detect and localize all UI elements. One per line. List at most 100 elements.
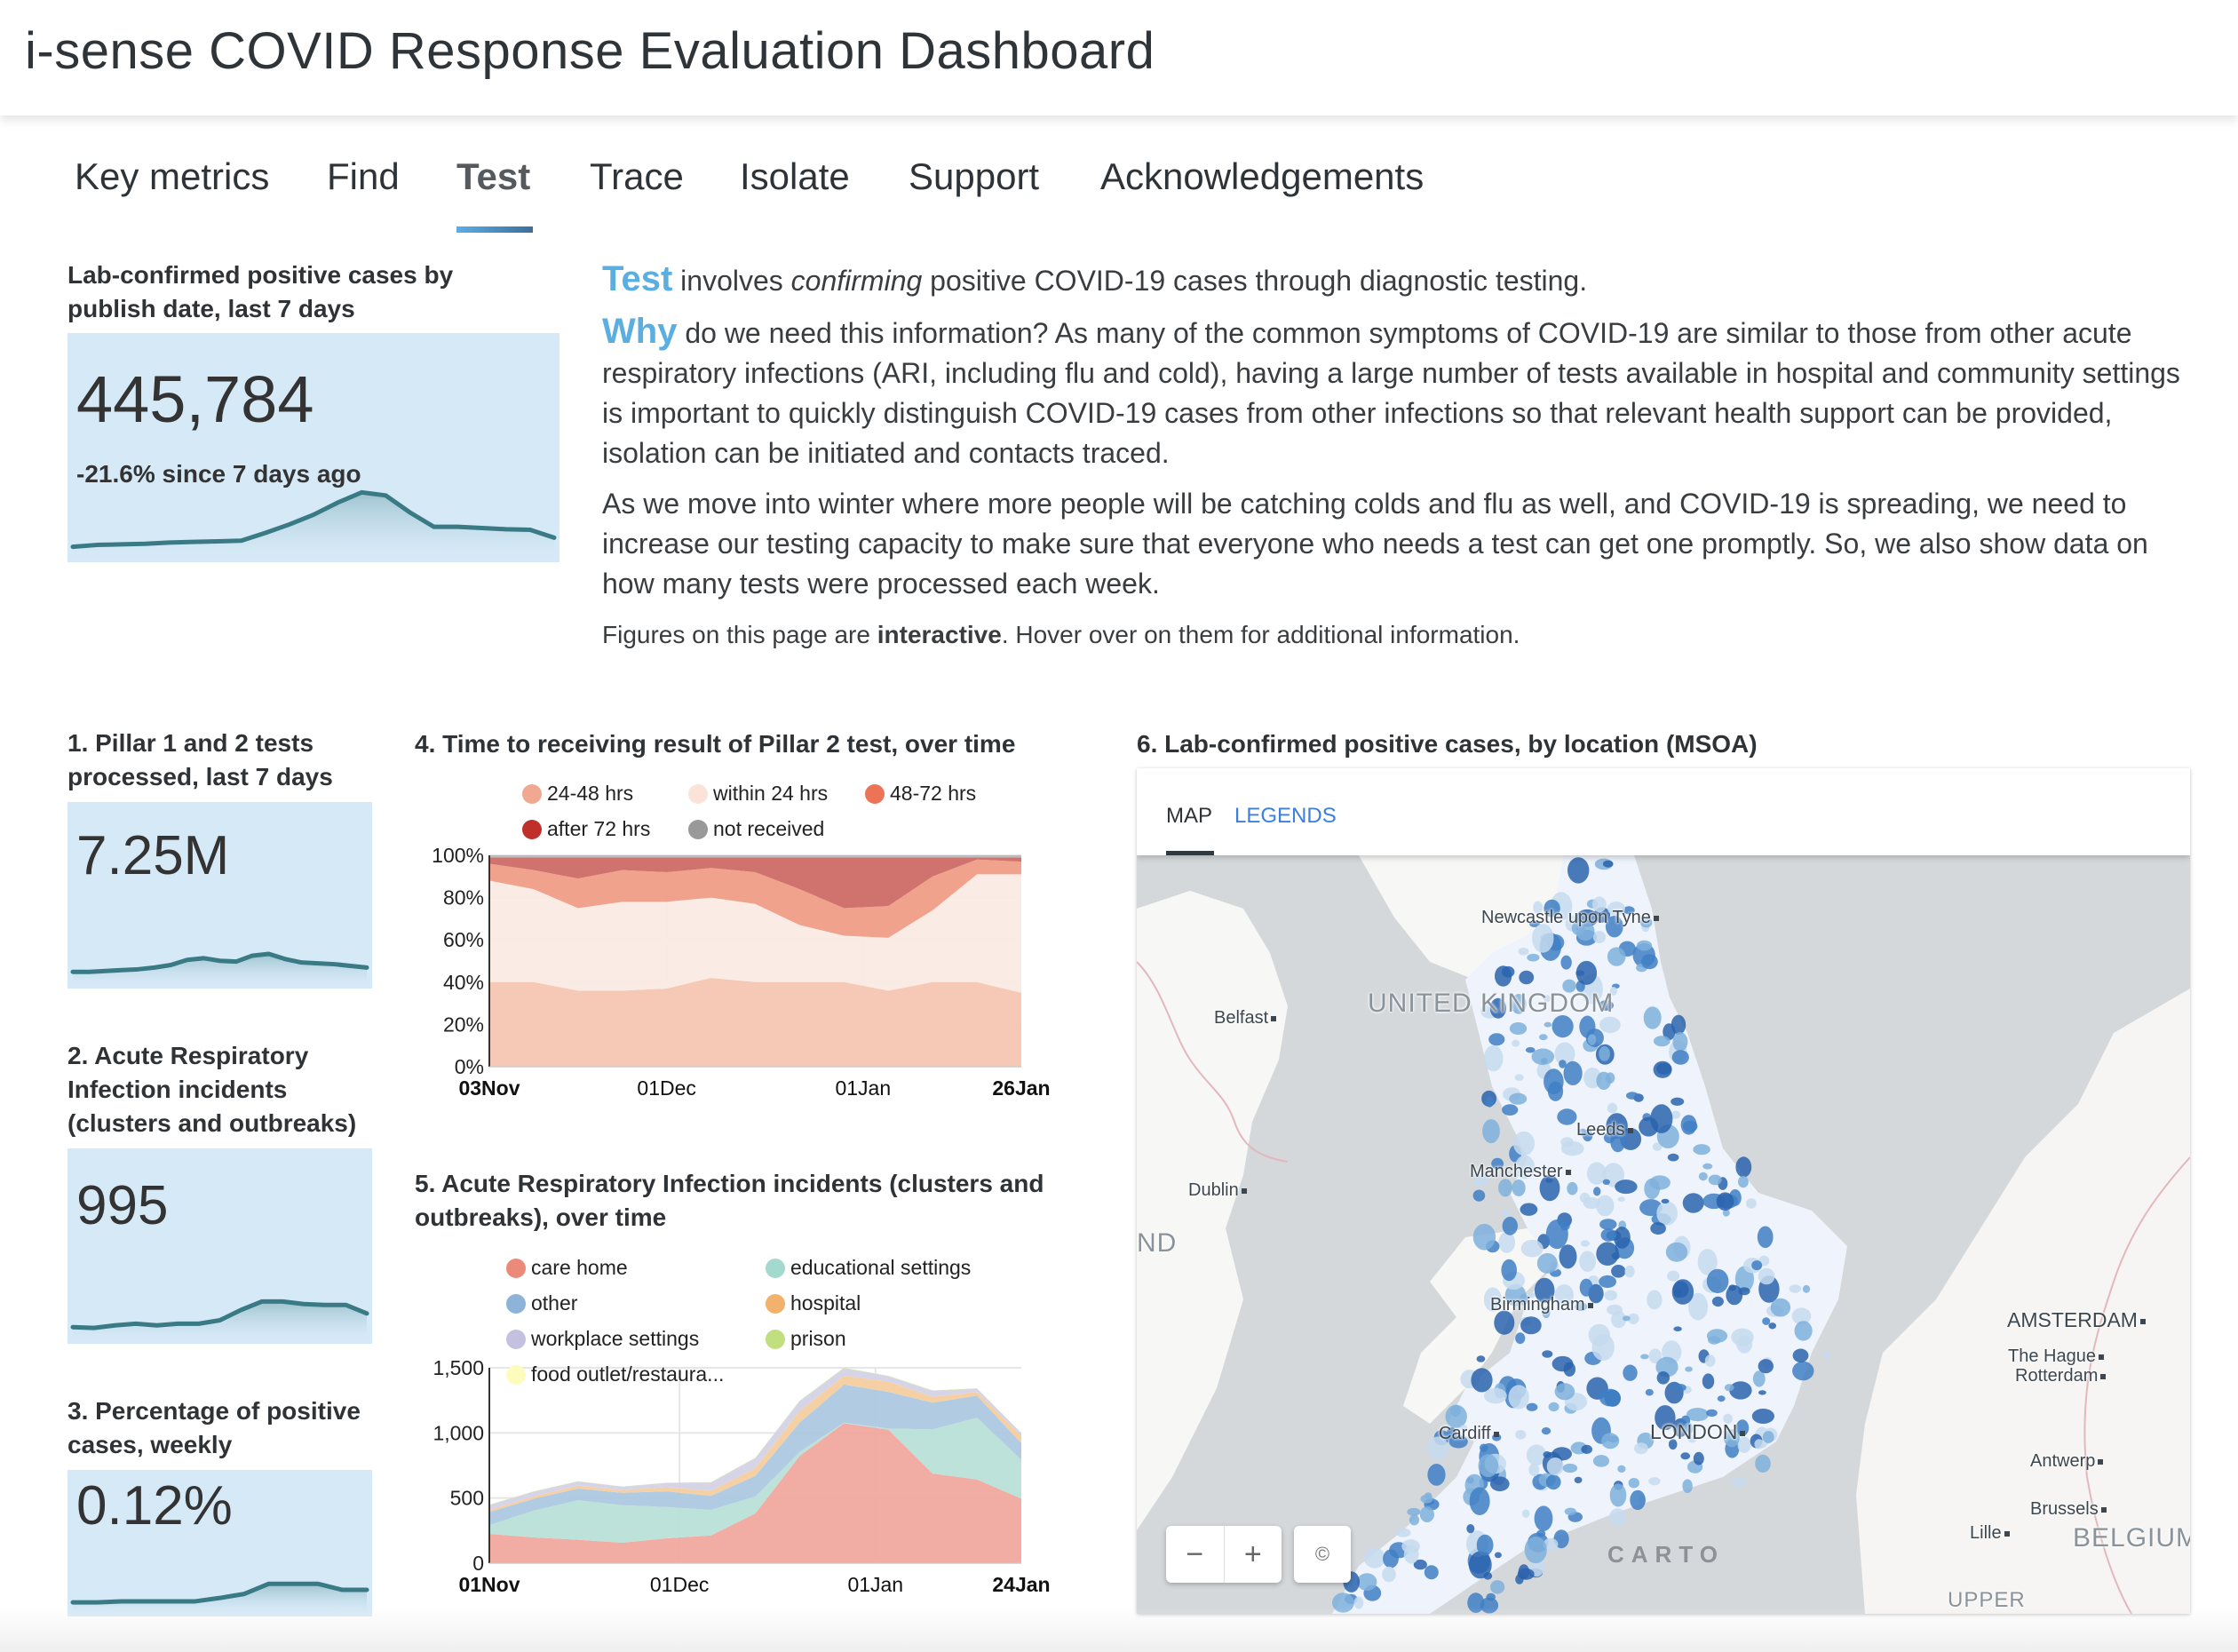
msoa-region <box>1491 1157 1504 1170</box>
metric-card-3-sparkline-line <box>70 1581 369 1605</box>
tab-trace[interactable]: Trace <box>590 155 684 197</box>
msoa-region <box>1794 1321 1813 1341</box>
tab-test[interactable]: Test <box>456 155 531 197</box>
y-tick-label: 0 <box>472 1552 484 1575</box>
msoa-region <box>1524 1537 1547 1564</box>
tab-key-metrics[interactable]: Key metrics <box>75 155 270 197</box>
x-tick-label: 01Jan <box>847 1573 903 1596</box>
tab-acknowledgements[interactable]: Acknowledgements <box>1100 155 1425 197</box>
map-tab-legends[interactable]: LEGENDS <box>1234 804 1337 828</box>
msoa-region <box>1490 1580 1505 1594</box>
msoa-region <box>1512 1179 1526 1196</box>
map-tab-map[interactable]: MAP <box>1166 804 1213 828</box>
headline-metric-heading: Lab-confirmed positive cases by publish … <box>67 261 454 322</box>
msoa-region <box>1490 1476 1510 1491</box>
country-label-upper: UPPER <box>1948 1588 2026 1612</box>
note-text-a: Figures on this page are <box>602 621 877 648</box>
chart4-legend-after-72[interactable]: after 72 hrs <box>522 817 650 841</box>
msoa-region <box>1607 1102 1618 1114</box>
msoa-region <box>1596 1195 1615 1217</box>
border-line <box>2083 1156 2190 1614</box>
msoa-region <box>1609 1508 1626 1527</box>
legend-label: within 24 hrs <box>713 782 829 805</box>
chart5-legend-food-outlet[interactable]: food outlet/restaura... <box>506 1362 724 1386</box>
metric-card-3-sparkline[interactable] <box>67 1563 372 1616</box>
chart5-legend-workplace[interactable]: workplace settings <box>506 1327 699 1351</box>
msoa-region <box>1693 1144 1710 1156</box>
msoa-region <box>1668 1439 1678 1450</box>
msoa-region <box>1667 1153 1679 1162</box>
chart5-legend-hospital[interactable]: hospital <box>766 1291 861 1315</box>
msoa-region <box>1533 901 1544 914</box>
msoa-region <box>1628 1313 1639 1324</box>
intro-p1-text-b: positive COVID-19 cases through diagnost… <box>922 265 1588 297</box>
msoa-region <box>1757 1226 1774 1249</box>
tab-find[interactable]: Find <box>327 155 400 197</box>
msoa-region <box>1526 1402 1538 1411</box>
intro-p2-text: do we need this information? As many of … <box>602 317 2180 469</box>
metric-card-1[interactable]: 7.25M <box>67 802 372 989</box>
msoa-region <box>1745 1198 1757 1209</box>
msoa-region <box>1735 1156 1752 1178</box>
metric-card-2-sparkline[interactable] <box>67 1282 372 1344</box>
chart4-legend-not-received[interactable]: not received <box>688 817 824 841</box>
msoa-region <box>1544 899 1560 917</box>
msoa-region <box>1601 1433 1620 1449</box>
headline-metric-card[interactable]: 445,784 -21.6% since 7 days ago <box>67 333 560 562</box>
tab-support[interactable]: Support <box>909 155 1040 197</box>
metric-card-1-sparkline[interactable] <box>67 926 372 989</box>
chart5-legend-educational[interactable]: educational settings <box>766 1256 971 1280</box>
interactive-note: Figures on this page are interactive. Ho… <box>602 615 2201 655</box>
headline-sparkline[interactable] <box>67 482 560 562</box>
tab-isolate[interactable]: Isolate <box>740 155 850 197</box>
msoa-region <box>1466 1524 1475 1534</box>
msoa-region <box>1512 1039 1520 1047</box>
msoa-region <box>1682 1479 1693 1493</box>
chart4-legend-24-48[interactable]: 24-48 hrs <box>522 782 633 806</box>
chart5-legend-care-home[interactable]: care home <box>506 1256 628 1280</box>
legend-swatch <box>522 819 542 839</box>
attribution-button[interactable]: © <box>1294 1526 1351 1583</box>
map-canvas[interactable]: Newcastle upon Tyne Belfast Leeds Manche… <box>1137 855 2190 1614</box>
msoa-region <box>1494 1552 1502 1559</box>
msoa-region <box>1599 1016 1621 1034</box>
chart4-plot[interactable]: 0% 20% 40% 60% 80% 100% 03Nov 01Dec 01Jan 26Jan <box>409 844 1066 1101</box>
msoa-region <box>1559 1060 1567 1068</box>
y-tick-label: 100% <box>432 844 484 867</box>
msoa-region <box>1592 1455 1610 1467</box>
msoa-region <box>1652 1142 1663 1151</box>
msoa-region <box>1706 1268 1729 1294</box>
metric-card-2[interactable]: 995 <box>67 1148 372 1344</box>
zoom-in-button[interactable]: + <box>1243 1537 1262 1571</box>
metric-card-3[interactable]: 0.12% <box>67 1470 372 1616</box>
msoa-region <box>1527 1292 1536 1299</box>
chart5-legend-other[interactable]: other <box>506 1291 577 1315</box>
msoa-region <box>1611 1311 1627 1329</box>
x-tick-label: 03Nov <box>458 1076 520 1100</box>
msoa-region <box>1792 1361 1814 1381</box>
msoa-region <box>1562 1463 1578 1473</box>
chart5-legend-prison[interactable]: prison <box>766 1327 846 1351</box>
chart4-legend-within-24[interactable]: within 24 hrs <box>688 782 828 806</box>
msoa-region <box>1488 1033 1505 1046</box>
msoa-region <box>1791 1307 1812 1325</box>
msoa-region <box>1567 1181 1578 1195</box>
msoa-region <box>1560 955 1572 970</box>
msoa-region <box>1559 1220 1570 1231</box>
legend-swatch <box>522 783 542 804</box>
msoa-region <box>1729 1381 1752 1400</box>
msoa-region <box>1698 1171 1708 1181</box>
msoa-region <box>1704 1354 1716 1367</box>
city-label-belfast: Belfast <box>1214 1008 1277 1029</box>
msoa-region <box>1673 1326 1682 1331</box>
chart5-plot[interactable]: 0 500 1,000 1,500 01Nov 01Dec 01Jan 24Jan <box>409 1350 1066 1608</box>
msoa-region <box>1580 1240 1590 1247</box>
y-tick-label: 0% <box>455 1055 484 1078</box>
chart4-legend-48-72[interactable]: 48-72 hrs <box>865 782 976 806</box>
msoa-region <box>1543 1537 1559 1551</box>
msoa-region <box>1476 1355 1486 1362</box>
zoom-out-button[interactable]: − <box>1166 1526 1225 1583</box>
msoa-region <box>1665 1242 1688 1262</box>
msoa-region <box>1610 1132 1626 1153</box>
keyword-test: Test <box>602 259 673 298</box>
